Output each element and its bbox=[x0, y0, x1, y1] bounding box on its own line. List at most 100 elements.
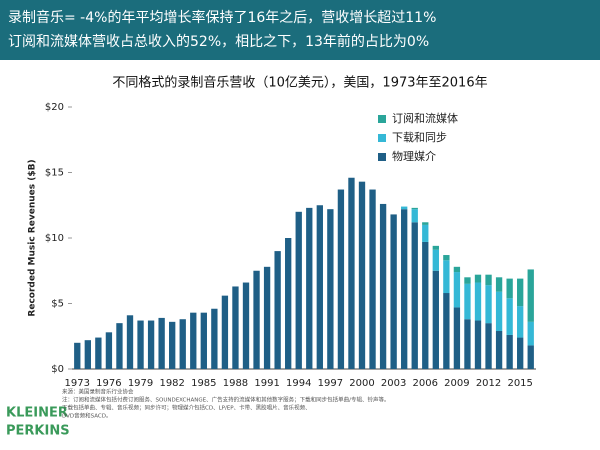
bar-segment bbox=[495, 291, 503, 332]
x-tick-label: 1976 bbox=[96, 378, 121, 389]
legend-label: 下载和同步 bbox=[392, 131, 447, 144]
banner bbox=[0, 0, 600, 60]
bar-segment bbox=[432, 245, 439, 250]
y-tick-label: $15 bbox=[45, 168, 64, 179]
logo: PERKINS bbox=[6, 424, 70, 439]
x-tick-label: 1979 bbox=[128, 378, 153, 389]
bar-segment bbox=[506, 298, 513, 335]
bar-segment bbox=[84, 340, 91, 369]
bar-segment bbox=[453, 266, 461, 273]
x-tick-label: 1973 bbox=[65, 378, 90, 389]
bar-segment bbox=[422, 241, 429, 369]
bar-segment bbox=[527, 269, 534, 322]
bar-segment bbox=[316, 205, 323, 369]
legend-label: 订阅和流媒体 bbox=[392, 111, 458, 125]
y-tick-label: $5 bbox=[51, 299, 64, 310]
bar-segment bbox=[306, 207, 313, 369]
bar-segment bbox=[253, 270, 260, 369]
y-tick-label: $10 bbox=[45, 233, 64, 244]
bar-segment bbox=[274, 251, 281, 369]
bar-segment bbox=[517, 337, 524, 369]
bar-segment bbox=[95, 337, 102, 369]
bar-segment bbox=[105, 332, 113, 369]
chart-title: 不同格式的录制音乐营收（10亿美元），美国，1973年至2016年 bbox=[112, 75, 487, 91]
bar-segment bbox=[242, 282, 250, 369]
bar-segment bbox=[221, 295, 229, 369]
x-tick-label: 2003 bbox=[381, 378, 406, 389]
x-tick-label: 1988 bbox=[223, 378, 248, 389]
bar-segment bbox=[200, 312, 207, 369]
bar-segment bbox=[506, 278, 513, 299]
bar-segment bbox=[464, 319, 471, 369]
x-tick-label: 1985 bbox=[191, 378, 216, 389]
bar-segment bbox=[527, 321, 534, 346]
legend-swatch bbox=[378, 153, 386, 161]
bar-segment bbox=[348, 177, 355, 369]
bar-segment bbox=[485, 323, 492, 369]
bar-segment bbox=[443, 260, 450, 294]
bar-segment bbox=[295, 211, 302, 369]
bar-segment bbox=[432, 249, 439, 271]
bar-segment bbox=[126, 315, 134, 369]
bar-segment bbox=[453, 307, 461, 369]
x-tick-label: 1982 bbox=[159, 378, 184, 389]
x-tick-label: 2009 bbox=[444, 378, 469, 389]
bar-segment bbox=[74, 342, 81, 369]
bar-segment bbox=[379, 203, 387, 369]
bar-segment bbox=[411, 222, 418, 369]
x-tick-label: 1991 bbox=[254, 378, 279, 389]
x-tick-label: 1997 bbox=[318, 378, 343, 389]
bar-segment bbox=[358, 181, 366, 369]
bar-segment bbox=[337, 189, 345, 369]
bar-segment bbox=[506, 334, 513, 369]
bar-segment bbox=[453, 272, 461, 308]
x-tick-label: 2012 bbox=[476, 378, 501, 389]
bar-segment bbox=[422, 222, 429, 225]
bar-segment bbox=[485, 285, 492, 324]
legend-swatch bbox=[378, 134, 386, 142]
bar-segment bbox=[190, 312, 197, 369]
bar-segment bbox=[285, 238, 292, 369]
bar-segment bbox=[527, 345, 534, 369]
bar-segment bbox=[485, 274, 492, 286]
bar-segment bbox=[169, 321, 176, 369]
bar-segment bbox=[401, 209, 408, 369]
bar-segment bbox=[517, 306, 524, 338]
note: DVD音频和SACD。 bbox=[62, 412, 111, 420]
bar-segment bbox=[474, 274, 482, 283]
bar-segment bbox=[137, 320, 144, 369]
legend-label: 物理媒介 bbox=[392, 149, 436, 163]
bar-segment bbox=[495, 331, 503, 369]
bar-segment bbox=[232, 286, 239, 369]
bar-segment bbox=[411, 209, 418, 223]
x-tick-label: 1994 bbox=[286, 378, 311, 389]
bar-segment bbox=[464, 283, 471, 320]
y-tick-label: $20 bbox=[45, 102, 64, 113]
legend-swatch bbox=[378, 115, 386, 123]
banner-line: 订阅和流媒体营收占总收入的52%，相比之下，13年前的占比为0% bbox=[8, 33, 429, 50]
banner-line: 录制音乐= -4%的年平均增长率保持了16年之后，营收增长超过11% bbox=[8, 9, 436, 26]
y-tick-label: $0 bbox=[51, 364, 64, 375]
bar-segment bbox=[116, 323, 123, 369]
bar-segment bbox=[369, 189, 376, 369]
y-axis-label: Recorded Music Revenues ($B) bbox=[28, 159, 38, 316]
x-tick-label: 2015 bbox=[507, 378, 532, 389]
bar-segment bbox=[263, 266, 271, 369]
bar-segment bbox=[390, 214, 397, 369]
bar-segment bbox=[422, 224, 429, 242]
bar-segment bbox=[158, 317, 165, 369]
note: 来源：美国录制音乐行业协会 bbox=[62, 388, 134, 396]
bar-segment bbox=[327, 209, 334, 369]
x-tick-label: 2006 bbox=[413, 378, 438, 389]
bar-segment bbox=[495, 277, 503, 292]
bar-segment bbox=[474, 282, 482, 321]
bar-segment bbox=[443, 293, 450, 369]
logo: KLEINER bbox=[6, 406, 68, 421]
bar-segment bbox=[411, 207, 418, 210]
bar-segment bbox=[179, 319, 186, 369]
bar-segment bbox=[147, 320, 155, 369]
bar-segment bbox=[401, 206, 408, 210]
bar-segment bbox=[474, 320, 482, 369]
note: 注：订阅和流媒体包括付费订阅服务、SOUNDEXCHANGE、广告支持的流媒体和… bbox=[62, 396, 390, 404]
